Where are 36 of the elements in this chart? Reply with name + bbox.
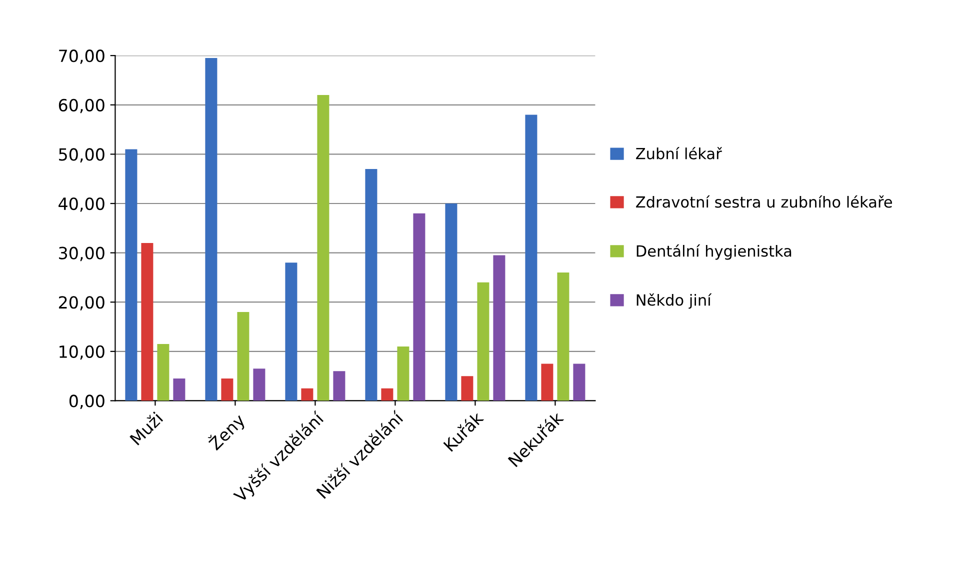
y-tick-label: 60,00 bbox=[58, 98, 104, 114]
bar bbox=[541, 364, 554, 401]
legend-label: Zdravotní sestra u zubního lékaře bbox=[636, 195, 892, 208]
legend-label: Zubní lékař bbox=[636, 146, 722, 160]
bar bbox=[125, 149, 138, 401]
y-tick-label: 30,00 bbox=[59, 246, 104, 262]
bar bbox=[205, 58, 218, 401]
bar bbox=[573, 364, 586, 401]
bar bbox=[285, 262, 298, 401]
bar bbox=[237, 312, 250, 401]
bar bbox=[477, 282, 490, 401]
y-tick-label: 10,00 bbox=[60, 345, 104, 360]
bar bbox=[157, 344, 170, 401]
bar bbox=[221, 378, 234, 401]
y-tick-label: 70,00 bbox=[59, 50, 104, 64]
bar bbox=[253, 368, 266, 401]
bar bbox=[173, 378, 186, 401]
bar bbox=[413, 213, 426, 401]
bar bbox=[397, 346, 410, 401]
bar bbox=[557, 272, 570, 401]
bar bbox=[493, 255, 506, 401]
bar bbox=[381, 388, 394, 401]
bar bbox=[461, 376, 474, 401]
y-tick-label: 0,00 bbox=[69, 394, 104, 409]
bar bbox=[365, 168, 378, 401]
bar bbox=[317, 95, 330, 401]
legend-label: Někdo jiní bbox=[636, 293, 712, 309]
y-tick-label: 50,00 bbox=[59, 148, 104, 162]
y-tick-label: 20,00 bbox=[58, 296, 104, 310]
bar bbox=[301, 388, 314, 401]
legend-label: Dentální hygienistka bbox=[636, 244, 792, 260]
bar bbox=[333, 371, 346, 401]
bar bbox=[525, 114, 538, 401]
bar bbox=[141, 242, 154, 401]
y-tick-label: 40,00 bbox=[58, 197, 104, 212]
bar bbox=[445, 203, 458, 401]
